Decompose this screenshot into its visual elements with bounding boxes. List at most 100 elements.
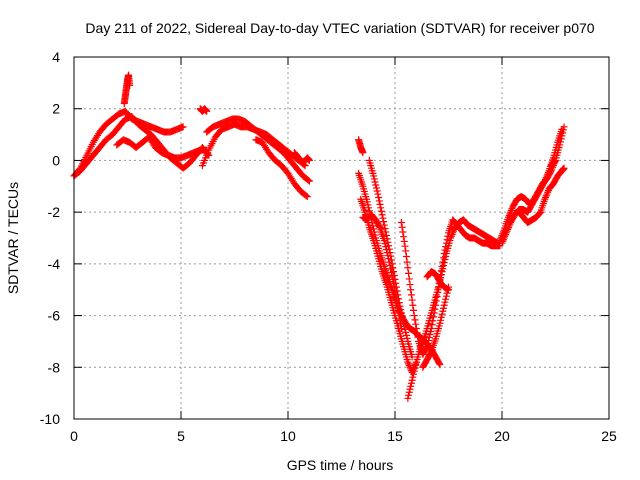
data-point (444, 286, 452, 294)
data-point (508, 205, 516, 213)
data-point (504, 224, 512, 232)
data-point (419, 337, 427, 345)
data-point (375, 193, 383, 201)
data-point (423, 343, 431, 351)
data-point (501, 232, 509, 240)
data-point (398, 223, 406, 231)
data-point (447, 232, 455, 240)
data-point (371, 178, 379, 186)
data-point (435, 359, 443, 367)
data-point (414, 333, 422, 341)
data-point (406, 385, 414, 393)
data-point (445, 283, 452, 291)
data-point (536, 209, 544, 217)
data-point (449, 229, 457, 237)
data-point (403, 334, 411, 342)
data-point (390, 279, 398, 287)
data-point (422, 344, 430, 352)
data-point (420, 334, 428, 342)
chart-title: Day 211 of 2022, Sidereal Day-to-day VTE… (85, 20, 594, 36)
data-point (387, 265, 395, 273)
data-point (405, 388, 413, 396)
data-point (365, 207, 373, 215)
data-point (410, 312, 418, 320)
data-point (409, 301, 417, 309)
data-point (437, 313, 445, 321)
data-point (552, 156, 559, 164)
data-point (397, 320, 405, 328)
data-point (392, 291, 400, 299)
data-point (385, 255, 393, 263)
data-point (506, 220, 514, 228)
data-point (544, 188, 552, 196)
data-point (428, 321, 436, 329)
data-point (400, 237, 408, 245)
data-points (70, 71, 568, 402)
data-point (408, 376, 416, 384)
y-tick-label: 2 (52, 101, 60, 117)
data-point (407, 286, 415, 294)
data-point (382, 243, 390, 251)
data-series (290, 149, 313, 167)
data-point (402, 247, 410, 255)
data-series (359, 211, 405, 332)
data-point (499, 236, 507, 244)
data-series (252, 136, 311, 201)
data-point (380, 218, 388, 226)
data-point (498, 239, 506, 247)
data-point (441, 298, 449, 306)
data-point (436, 319, 444, 327)
data-point (401, 242, 409, 250)
data-point (379, 214, 387, 222)
data-point (408, 296, 416, 304)
data-point (386, 262, 394, 270)
data-point (443, 289, 451, 297)
y-axis-label: SDTVAR / TECUs (5, 182, 21, 294)
data-point (393, 299, 401, 307)
data-point (369, 222, 377, 230)
data-point (364, 201, 372, 209)
data-series (203, 115, 313, 185)
data-point (434, 286, 442, 294)
data-point (381, 240, 389, 248)
data-point (442, 292, 450, 300)
data-point (412, 320, 420, 328)
data-point (390, 283, 398, 291)
data-point (438, 310, 446, 318)
x-tick-label: 25 (601, 428, 617, 444)
data-point (542, 174, 550, 182)
data-point (395, 312, 403, 320)
data-series (419, 283, 452, 371)
data-point (507, 206, 515, 214)
x-axis-label: GPS time / hours (287, 457, 394, 473)
x-tick-label: 5 (177, 428, 185, 444)
data-point (440, 259, 448, 267)
y-tick-label: -4 (48, 256, 61, 272)
data-point (503, 227, 511, 235)
data-point (404, 358, 412, 366)
data-point (372, 184, 380, 192)
data-point (359, 149, 367, 157)
data-point (410, 367, 418, 375)
data-series (498, 125, 566, 247)
data-point (389, 275, 397, 283)
data-point (411, 364, 419, 372)
data-point (388, 272, 396, 280)
data-point (507, 208, 515, 216)
data-point (305, 156, 313, 164)
data-point (203, 107, 211, 115)
data-point (374, 190, 382, 198)
data-point (544, 170, 552, 178)
y-tick-label: 0 (52, 152, 60, 168)
data-point (448, 231, 456, 239)
data-point (542, 192, 550, 200)
data-point (543, 190, 551, 198)
y-tick-label: -8 (48, 359, 61, 375)
data-point (440, 301, 448, 309)
data-point (126, 81, 134, 89)
data-point (373, 187, 381, 195)
data-series (547, 156, 559, 170)
data-point (387, 268, 395, 276)
